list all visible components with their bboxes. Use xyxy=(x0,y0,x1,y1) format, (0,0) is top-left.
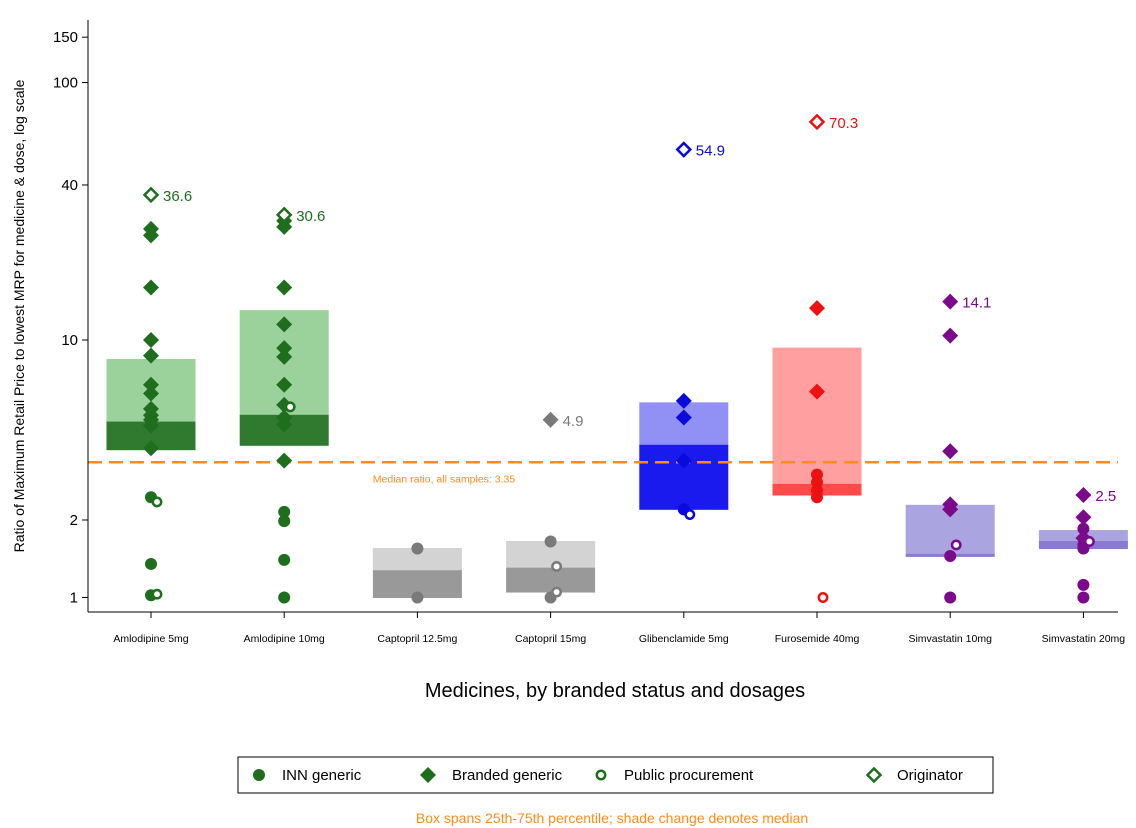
point-branded-0-9 xyxy=(143,385,159,402)
x-tick-label: Captopril 15mg xyxy=(515,633,586,645)
point-branded-4-2 xyxy=(675,409,692,426)
median-reference-label: Median ratio, all samples: 3.35 xyxy=(373,473,516,485)
x-tick-label: Simvastatin 20mg xyxy=(1042,633,1126,645)
axes-layer: 1 2 10 40 100 150 xyxy=(53,20,1118,618)
point-inn-6-0 xyxy=(944,549,957,562)
point-public-3-3 xyxy=(551,561,563,572)
x-axis-title: Medicines, by branded status and dosages xyxy=(425,680,805,702)
point-originator-5-7 xyxy=(808,113,826,131)
point-inn-0-1 xyxy=(145,557,157,570)
value-label-3: 4.9 xyxy=(563,413,584,430)
value-label-4: 54.9 xyxy=(696,143,725,160)
points-layer xyxy=(142,113,1095,604)
point-branded-1-9 xyxy=(276,340,293,357)
point-branded-4-3 xyxy=(675,452,692,469)
point-branded-1-8 xyxy=(276,316,293,333)
legend-marker-branded xyxy=(420,767,436,783)
y-axis-title: Ratio of Maximum Retail Price to lowest … xyxy=(11,79,27,552)
point-inn-7-3 xyxy=(1077,578,1090,591)
point-public-4-4 xyxy=(684,509,696,520)
point-branded-6-4 xyxy=(942,443,959,460)
point-branded-1-7 xyxy=(276,279,293,296)
point-branded-6-6 xyxy=(942,501,959,518)
x-tick-label: Glibenclamide 5mg xyxy=(639,633,729,645)
value-label-6: 14.1 xyxy=(962,295,991,312)
x-tick-label: Captopril 12.5mg xyxy=(377,633,457,645)
value-label-7: 2.5 xyxy=(1095,488,1116,505)
point-branded-6-2 xyxy=(942,293,959,310)
point-branded-0-4 xyxy=(143,227,159,244)
point-public-5-6 xyxy=(817,592,829,603)
legend-label-public: Public procurement xyxy=(624,767,754,784)
point-branded-1-10 xyxy=(276,348,293,365)
y-tick-label: 150 xyxy=(53,29,78,46)
legend-marker-public xyxy=(595,769,607,781)
point-branded-5-4 xyxy=(809,300,825,317)
point-branded-0-5 xyxy=(143,279,159,296)
point-inn-2-0 xyxy=(411,542,424,555)
y-tick-label: 2 xyxy=(70,512,78,529)
value-label-1: 30.6 xyxy=(296,208,325,225)
y-tick-label: 10 xyxy=(61,332,78,349)
point-inn-1-1 xyxy=(278,515,291,528)
point-branded-4-1 xyxy=(675,392,692,409)
legend-marker-inn xyxy=(253,769,265,781)
point-originator-4-5 xyxy=(675,141,693,158)
x-tick-label: Simvastatin 10mg xyxy=(908,633,992,645)
point-inn-6-1 xyxy=(944,591,957,604)
point-branded-0-14 xyxy=(143,440,159,457)
point-branded-6-3 xyxy=(942,327,959,344)
legend-marker-originator xyxy=(865,766,883,784)
legend-label-inn: INN generic xyxy=(282,767,362,784)
point-inn-1-3 xyxy=(278,591,291,604)
legend-box xyxy=(237,756,994,794)
box-lower-3 xyxy=(506,567,596,593)
point-branded-7-5 xyxy=(1075,487,1092,504)
y-tick-label: 100 xyxy=(53,75,78,92)
point-inn-5-3 xyxy=(811,491,823,504)
point-branded-0-7 xyxy=(143,347,159,364)
point-branded-0-13 xyxy=(143,417,159,434)
point-branded-1-6 xyxy=(276,218,293,235)
legend-label-originator: Originator xyxy=(897,767,963,784)
value-label-5: 70.3 xyxy=(829,115,858,132)
x-tick-label: Amlodipine 5mg xyxy=(113,633,188,645)
point-inn-7-4 xyxy=(1077,591,1090,604)
point-inn-2-1 xyxy=(411,591,424,604)
point-inn-5-1 xyxy=(811,476,823,489)
value-label-0: 36.6 xyxy=(163,188,192,205)
point-public-0-16 xyxy=(151,588,163,600)
x-tick-label: Furosemide 40mg xyxy=(775,633,860,645)
point-branded-5-5 xyxy=(809,383,825,400)
y-tick-label: 40 xyxy=(61,177,78,194)
box-upper-5 xyxy=(772,347,862,485)
point-inn-1-2 xyxy=(278,553,291,566)
point-branded-3-2 xyxy=(542,411,559,428)
point-branded-1-14 xyxy=(276,416,293,433)
point-branded-0-8 xyxy=(143,376,159,393)
point-originator-1-17 xyxy=(275,206,293,224)
point-public-6-7 xyxy=(950,539,962,551)
legend-label-branded: Branded generic xyxy=(452,767,563,784)
annotation-layer: 36.6 30.6 4.9 54.9 70.3 14.1 2.5 xyxy=(163,115,1116,505)
point-inn-3-0 xyxy=(544,535,557,548)
point-originator-0-17 xyxy=(142,186,160,204)
point-public-3-4 xyxy=(551,586,563,598)
point-branded-1-15 xyxy=(276,452,293,469)
box-layer xyxy=(106,310,1128,599)
point-public-0-15 xyxy=(151,496,163,508)
point-inn-7-0 xyxy=(1077,522,1090,535)
y-tick-label: 1 xyxy=(70,590,78,607)
point-public-1-16 xyxy=(284,401,296,413)
point-inn-1-0 xyxy=(278,505,291,518)
point-public-7-8 xyxy=(1083,536,1095,547)
point-branded-0-6 xyxy=(143,332,159,348)
x-tick-label: Amlodipine 10mg xyxy=(244,633,325,645)
legend: INN generic Branded generic Public procure… xyxy=(237,756,994,794)
point-branded-1-11 xyxy=(276,376,293,393)
category-label-layer: Amlodipine 5mg Amlodipine 10mg Captopril 1… xyxy=(113,633,1125,645)
point-branded-7-6 xyxy=(1075,509,1092,526)
footnote: Box spans 25th-75th percentile; shade ch… xyxy=(416,810,808,826)
